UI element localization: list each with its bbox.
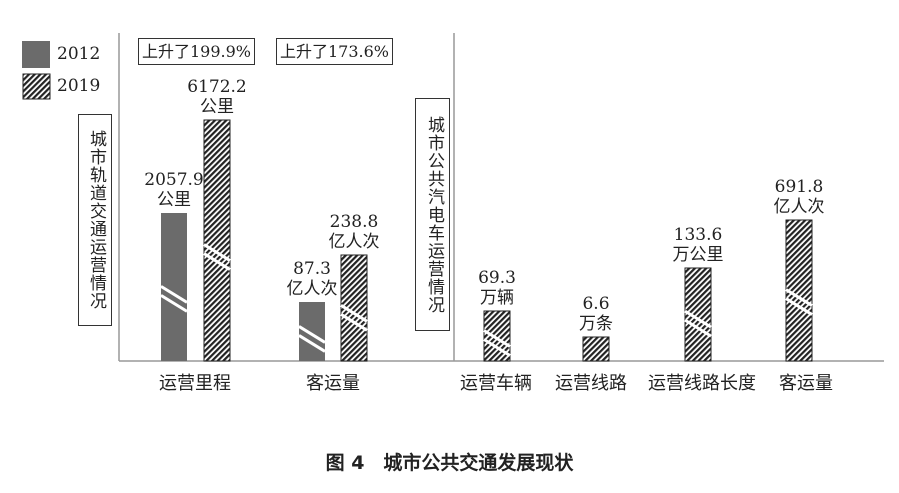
data-label-value: 691.8	[774, 177, 824, 197]
axis-break-mark	[483, 338, 511, 357]
figure-caption: 图 4 城市公共交通发展现状	[325, 452, 574, 474]
data-label-value: 6172.2	[187, 77, 247, 97]
axis-break-mark	[160, 285, 188, 304]
data-label: 238.8 亿人次	[329, 212, 380, 252]
group-label-rail: 城市轨道交通运营情况	[78, 114, 112, 326]
x-tick-label: 运营里程	[159, 373, 231, 394]
data-label: 2057.9 公里	[144, 170, 203, 210]
data-label-unit: 万条	[579, 314, 613, 334]
axis-break-mark	[340, 313, 368, 332]
axis-break-mark	[298, 334, 326, 353]
x-tick-label: 客运量	[779, 373, 833, 394]
group-label-bus: 城市公共汽电车运营情况	[415, 98, 450, 331]
x-tick-label: 客运量	[306, 373, 360, 394]
data-label: 6172.2 公里	[187, 77, 246, 117]
data-label: 87.3 亿人次	[287, 259, 338, 299]
data-label-value: 87.3	[293, 259, 331, 279]
data-label-value: 133.6	[673, 225, 723, 245]
axis-break-mark	[483, 329, 511, 348]
data-label-unit: 万公里	[672, 245, 724, 265]
x-tick-label: 运营线路	[555, 373, 627, 394]
data-label-value: 69.3	[478, 268, 516, 288]
bar-2019-运营线路	[582, 336, 610, 362]
data-label-unit: 亿人次	[286, 279, 338, 299]
legend-label-2019: 2019	[57, 76, 101, 96]
axis-break-mark	[785, 288, 813, 307]
axis-break-mark	[340, 304, 368, 323]
bar-2012-运营里程	[161, 213, 187, 361]
data-label-unit: 万辆	[479, 288, 514, 308]
bar-2019-运营线路长度	[684, 267, 712, 362]
axis-break-mark	[160, 294, 188, 313]
data-label: 69.3 万辆	[478, 268, 516, 308]
data-label: 133.6 万公里	[673, 225, 724, 265]
axis-break-mark	[684, 309, 712, 329]
data-label: 691.8 亿人次	[774, 177, 825, 217]
data-label: 6.6 万条	[579, 294, 613, 334]
axis-break-mark	[203, 243, 231, 262]
data-label-value: 2057.9	[144, 170, 204, 190]
legend-swatch-2012	[22, 41, 50, 68]
legend-swatch-2019	[22, 73, 51, 100]
axis-break-mark	[203, 252, 231, 271]
axis-break-mark	[298, 325, 326, 344]
bar-2019-运营里程	[203, 119, 231, 362]
data-label-value: 238.8	[329, 212, 379, 232]
legend-label-2012: 2012	[57, 44, 101, 64]
data-label-value: 6.6	[582, 294, 610, 314]
data-label-unit: 公里	[199, 97, 234, 117]
x-tick-label: 运营车辆	[460, 373, 532, 394]
axis-break-mark	[785, 297, 813, 316]
annotation-increase-passengers: 上升了173.6%	[276, 38, 393, 65]
bar-2012-客运量	[299, 302, 325, 361]
annotation-increase-mileage: 上升了199.9%	[138, 38, 255, 65]
data-label-unit: 公里	[156, 190, 191, 210]
data-label-unit: 亿人次	[328, 232, 380, 252]
data-label-unit: 亿人次	[773, 197, 825, 217]
x-tick-label: 运营线路长度	[648, 373, 756, 394]
axis-break-mark	[684, 318, 712, 338]
